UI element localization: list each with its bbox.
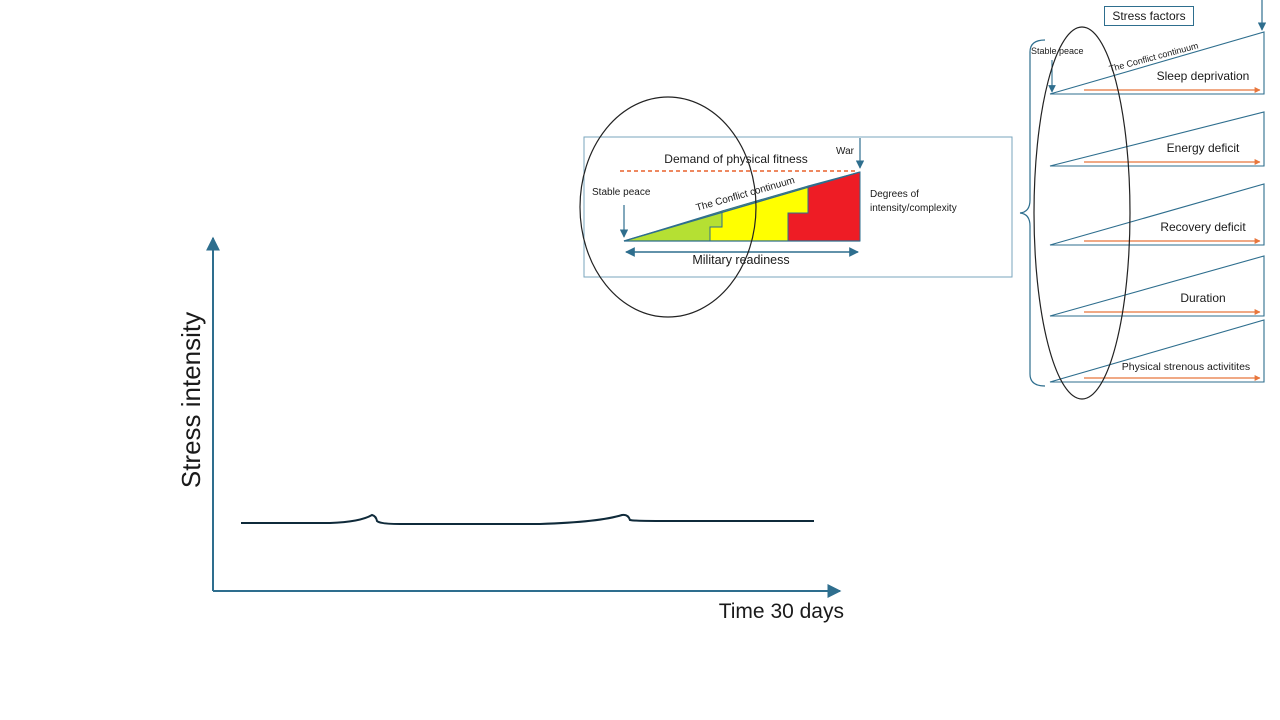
- degrees-label-1: Degrees of: [870, 189, 919, 200]
- factor-label: Energy deficit: [1167, 141, 1240, 155]
- stress-factors-panel: Stable peace The Conflict continuum Slee…: [1019, 0, 1267, 400]
- factor-label: Recovery deficit: [1160, 220, 1246, 234]
- stress-curve: [241, 513, 814, 525]
- factors-stable-peace: Stable peace: [1031, 46, 1084, 56]
- factors-brace: [1019, 39, 1046, 387]
- highlight-ellipse-left: [579, 96, 757, 318]
- y-axis-label: Stress intensity: [176, 312, 206, 488]
- factor-wedge: [1049, 31, 1265, 95]
- factor-rows: Sleep deprivation Energy deficit Recovery …: [1049, 31, 1265, 383]
- highlight-ellipse-right: [1033, 26, 1131, 400]
- readiness-label: Military readiness: [692, 253, 789, 267]
- factor-label: Sleep deprivation: [1157, 69, 1250, 83]
- stress-factors-title: Stress factors: [1104, 6, 1194, 26]
- conflict-continuum-panel: Demand of physical fitness War Stable pe…: [579, 96, 1013, 318]
- degrees-label-2: intensity/complexity: [870, 203, 957, 214]
- stable-peace-label: Stable peace: [592, 187, 651, 198]
- factor-wedge: [1049, 111, 1265, 167]
- continuum-hypotenuse: [623, 171, 861, 242]
- war-label: War: [836, 146, 855, 157]
- demand-label: Demand of physical fitness: [664, 152, 807, 166]
- factor-wedge: [1049, 183, 1265, 246]
- factor-wedge: [1049, 319, 1265, 383]
- factor-label: Duration: [1180, 291, 1225, 305]
- factor-label: Physical strenous activitites: [1122, 361, 1250, 373]
- factor-wedge: [1049, 255, 1265, 317]
- x-axis-label: Time 30 days: [719, 600, 844, 623]
- stress-chart: Stress intensity Time 30 days: [176, 236, 844, 623]
